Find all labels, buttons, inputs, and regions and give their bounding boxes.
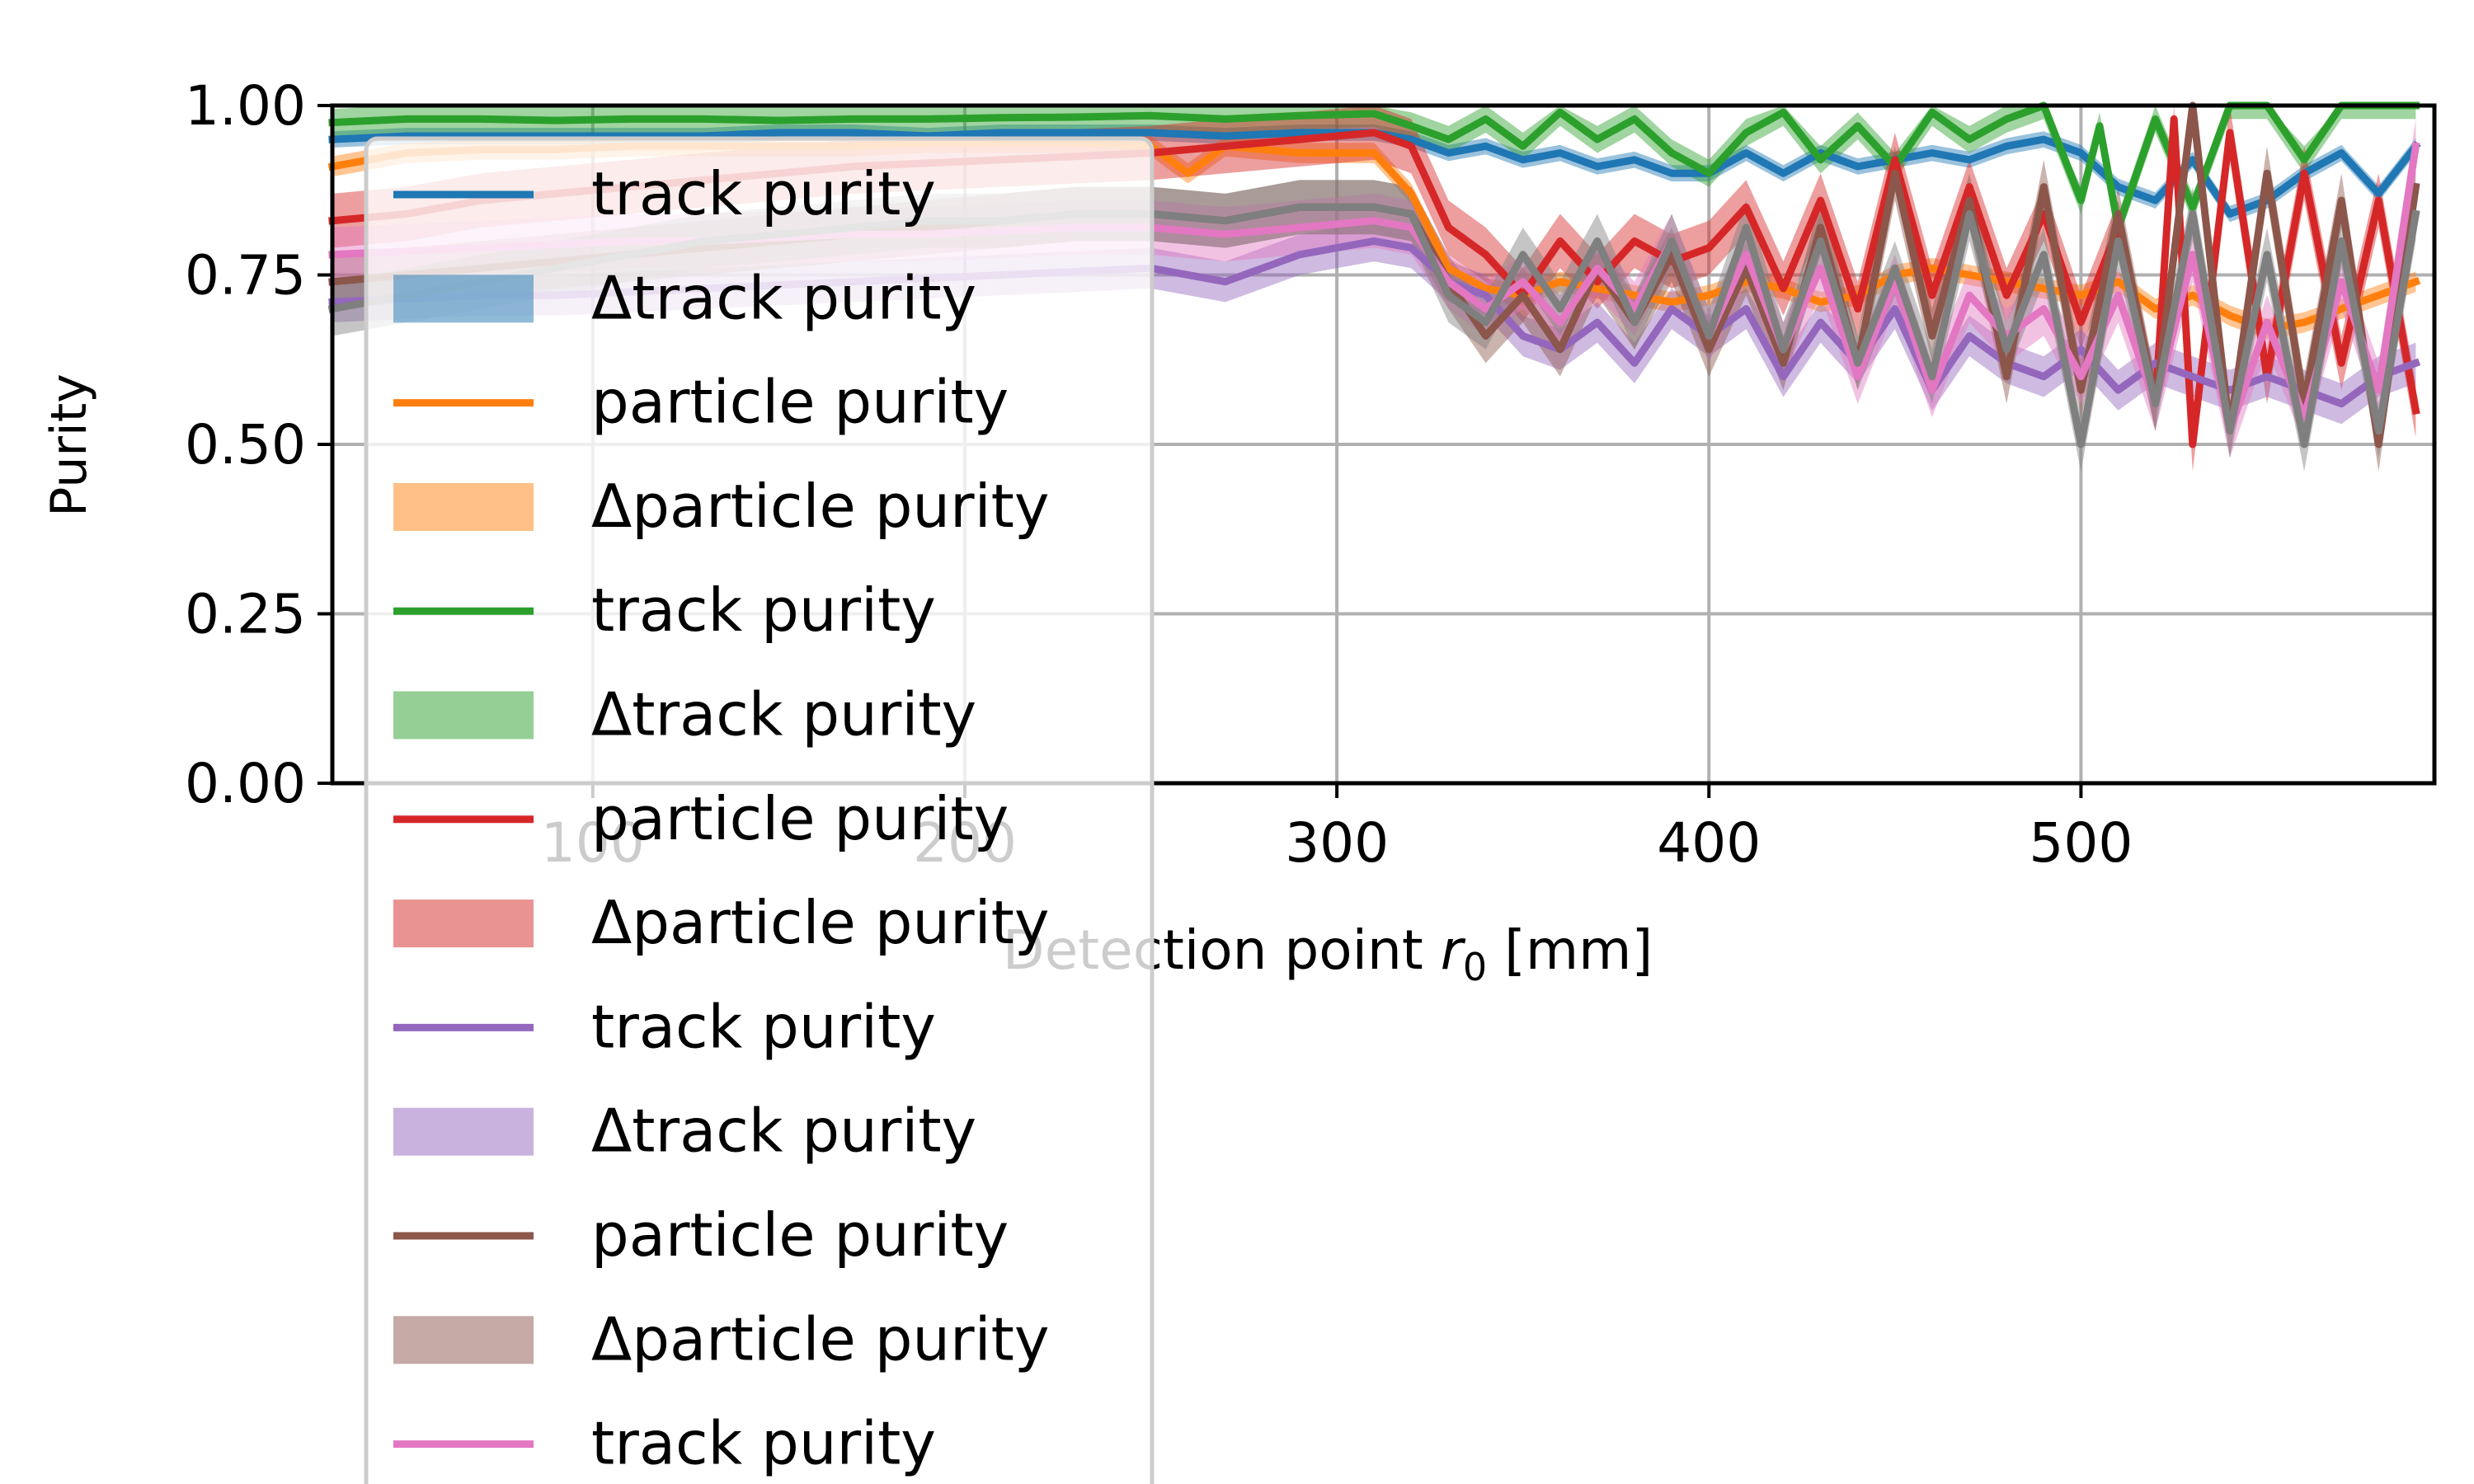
legend-patch-swatch: [393, 899, 534, 948]
legend-patch-swatch: [393, 691, 534, 740]
legend-label: track purity: [591, 992, 936, 1061]
legend-label: track purity: [591, 159, 936, 228]
legend-patch-swatch: [393, 1316, 534, 1364]
legend: track purity Δtrack purity particle purity…: [364, 136, 1155, 1484]
y-tick-label: 0.75: [185, 244, 306, 308]
legend-label: Δparticle purity: [591, 472, 1049, 541]
series-1-line: [328, 129, 2421, 218]
y-axis-label: Purity: [40, 373, 98, 517]
legend-label: particle purity: [591, 368, 1009, 437]
x-tick-label: 500: [2029, 811, 2133, 875]
y-tick-label: 0.25: [185, 583, 306, 646]
legend-label: Δtrack purity: [591, 263, 976, 332]
x-axis-label: Detection point r0 [mm]: [1003, 918, 1653, 989]
legend-label: track purity: [591, 1409, 936, 1478]
legend-label: particle purity: [591, 784, 1009, 853]
legend-label: Δparticle purity: [591, 1304, 1049, 1374]
legend-label: track purity: [591, 575, 936, 645]
legend-patch-swatch: [393, 275, 534, 323]
x-tick-label: 300: [1285, 811, 1389, 875]
legend-box: [364, 136, 1155, 1484]
legend-label: Δtrack purity: [591, 1097, 976, 1166]
x-tick-label: 400: [1657, 811, 1761, 875]
series-4-band: [332, 106, 2416, 472]
legend-label: particle purity: [591, 1200, 1009, 1270]
y-tick-label: 0.50: [185, 413, 306, 477]
legend-label: Δtrack purity: [591, 680, 976, 749]
y-tick-label: 0.00: [185, 752, 306, 815]
series-3-line: [328, 101, 2420, 232]
legend-label: Δparticle purity: [591, 888, 1049, 957]
legend-patch-swatch: [393, 482, 534, 531]
y-tick-label: 1.00: [185, 74, 306, 138]
series-6-band: [332, 106, 2416, 472]
legend-patch-swatch: [393, 1107, 534, 1156]
